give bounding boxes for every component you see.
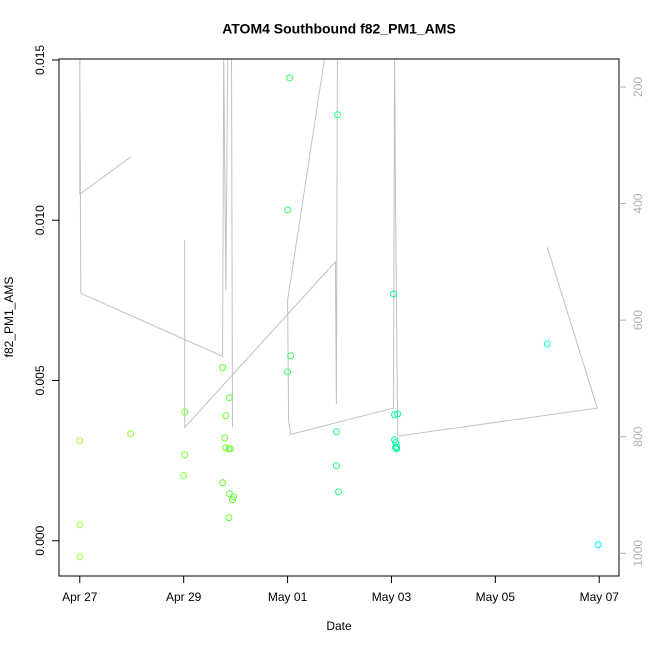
point [181, 451, 189, 459]
point [222, 412, 230, 420]
point [226, 445, 234, 453]
x-tick-label: May 05 [476, 590, 516, 604]
point [229, 496, 237, 504]
y2-tick-label: 1000 [631, 540, 645, 567]
plot-area [76, 59, 602, 561]
x-tick-label: Apr 29 [166, 590, 202, 604]
point [394, 410, 402, 418]
point [76, 521, 84, 529]
x-tick-label: May 03 [372, 590, 412, 604]
x-tick-label: May 07 [580, 590, 620, 604]
point [391, 411, 399, 419]
x-tick-label: May 01 [268, 590, 308, 604]
x-tick-label: Apr 27 [62, 590, 98, 604]
point [180, 472, 188, 480]
point [219, 364, 227, 372]
plot-frame [58, 58, 620, 577]
point [332, 428, 340, 436]
point [594, 541, 602, 549]
point [222, 444, 230, 452]
point [221, 434, 229, 442]
point [225, 394, 233, 402]
y2-tick-label: 600 [631, 310, 645, 330]
point [392, 444, 400, 452]
y-tick-label: 0.000 [33, 525, 47, 555]
x-axis-label: Date [326, 619, 352, 633]
y-tick-label: 0.005 [33, 365, 47, 395]
point [219, 479, 227, 487]
point [181, 408, 189, 416]
point [393, 443, 401, 451]
point [225, 514, 233, 522]
point [543, 340, 551, 348]
y-tick-label: 0.010 [33, 205, 47, 235]
y2-tick-label: 800 [631, 426, 645, 446]
point [284, 206, 292, 214]
y-tick-label: 0.015 [33, 45, 47, 75]
point [225, 490, 233, 498]
point [332, 462, 340, 470]
point [334, 488, 342, 496]
point [393, 445, 401, 453]
point [127, 430, 135, 438]
y2-tick-label: 400 [631, 193, 645, 213]
y-axis-label: f82_PM1_AMS [2, 277, 16, 358]
point [286, 74, 294, 82]
point [76, 437, 84, 445]
y2-tick-label: 200 [631, 77, 645, 97]
point [390, 290, 398, 298]
point [333, 111, 341, 119]
trace-line [79, 59, 598, 437]
point [284, 368, 292, 376]
point [287, 352, 295, 360]
chart-title: ATOM4 Southbound f82_PM1_AMS [222, 21, 456, 37]
point [76, 553, 84, 561]
